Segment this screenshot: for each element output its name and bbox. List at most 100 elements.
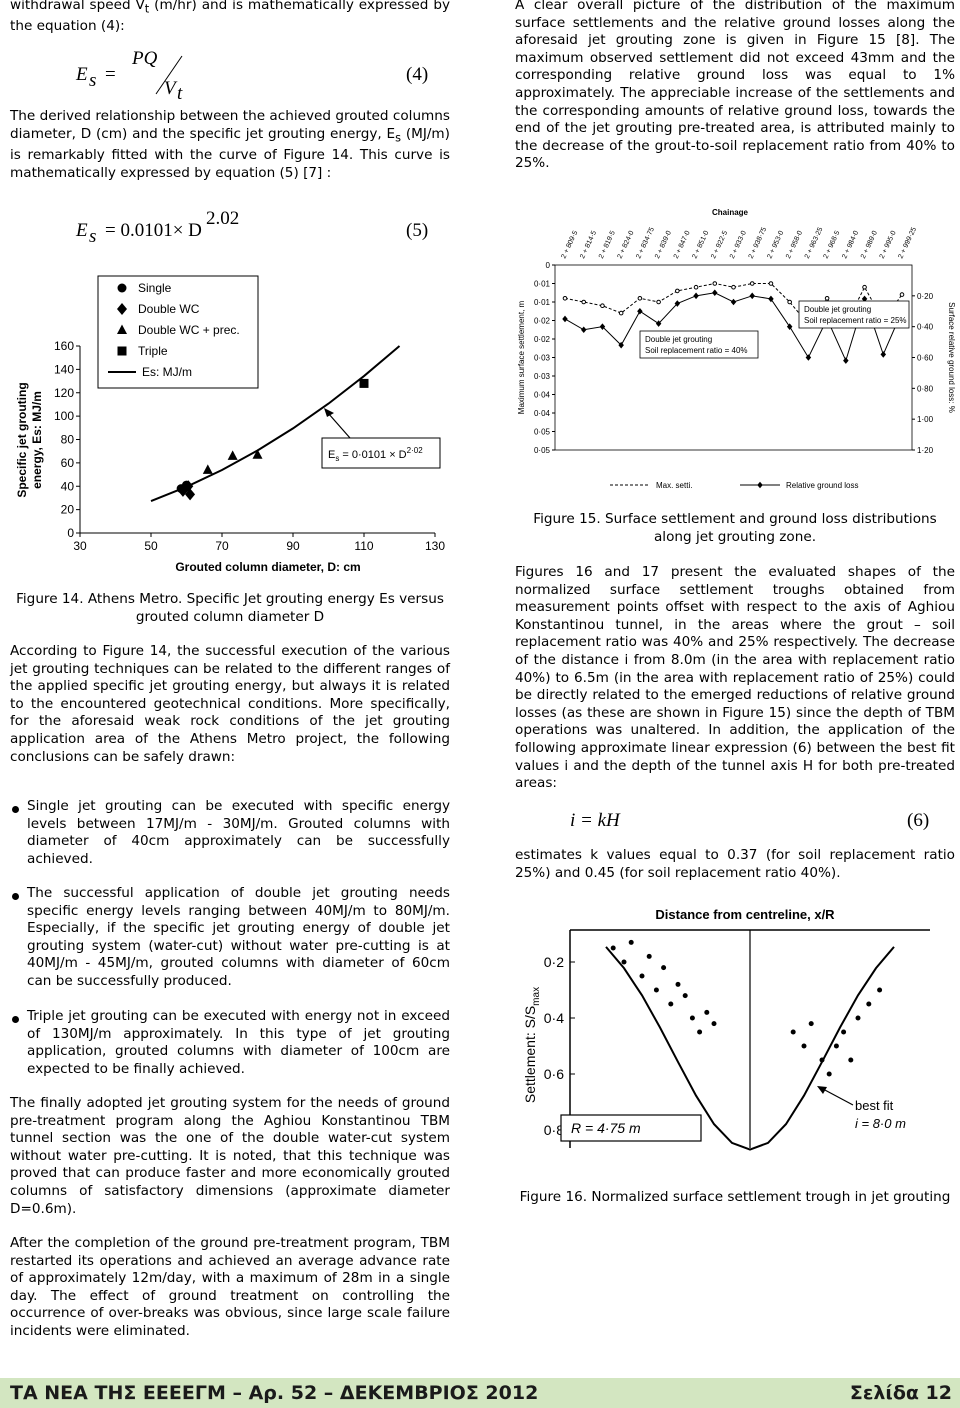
point: [730, 298, 737, 306]
point: [637, 307, 643, 315]
legend-label: Triple: [138, 344, 168, 358]
legend-label: Max. setti.: [656, 481, 692, 490]
y-tick-label: 0·04: [534, 391, 551, 400]
x-tick-label: 50: [144, 539, 158, 553]
point: [674, 300, 681, 307]
eq-number: (6): [907, 810, 929, 831]
legend-label: Relative ground loss: [786, 481, 858, 490]
figure-caption: Figure 16. Normalized surface settlement…: [519, 1189, 951, 1205]
bullet-text: The successful application of double jet…: [27, 885, 450, 989]
point: [600, 303, 605, 308]
x-tick-label: 30: [73, 539, 87, 553]
point: [646, 953, 652, 959]
y-tick-label: 40: [61, 479, 75, 493]
annotation: best fit: [855, 1098, 894, 1113]
y-axis-label-sub: max: [531, 987, 542, 1006]
y-tick-label: 160: [54, 339, 74, 353]
figure-14: 0 20 40 60 80 100 120 140 160 30 50 70 90 110 130 Grout…: [15, 275, 445, 574]
equation: i = kH (6): [570, 810, 929, 831]
x-tick-label: 2 + 814·5: [579, 230, 598, 260]
legend-label: Double WC + prec.: [138, 323, 240, 337]
point: [668, 1001, 674, 1007]
arrow-head: [817, 1086, 827, 1094]
point: [562, 296, 568, 301]
bullet: [12, 806, 19, 813]
paragraph: The derived relationship between the ach…: [10, 108, 450, 182]
y-tick-label: 0·2: [544, 954, 564, 970]
point: [711, 1021, 717, 1027]
point: [731, 284, 736, 290]
y-axis-label: Settlement: S/Smax: [522, 987, 542, 1103]
annotation-arrow: [327, 412, 351, 439]
eq-number: (5): [406, 220, 428, 241]
legend-label: Double WC: [138, 302, 200, 316]
equation: E s = PQ V t (4): [75, 48, 428, 102]
x-tick-label: 2 + 953·0: [766, 230, 785, 260]
point: [185, 488, 196, 501]
y-tick-label: 120: [54, 386, 74, 400]
point: [712, 289, 718, 297]
text: The derived relationship between the ach…: [10, 108, 450, 142]
annotation: i = 8·0 m: [855, 1116, 906, 1131]
point: [581, 299, 587, 305]
fit-curve: [605, 946, 895, 1151]
point: [899, 292, 905, 297]
x-tick-label: 2 + 995·0: [879, 230, 898, 260]
point: [359, 378, 369, 388]
subscript: t: [144, 1, 150, 16]
x-tick-label: 2 + 963·25: [804, 226, 825, 260]
footer-page: Σελίδα 12: [849, 1382, 952, 1404]
fraction-slash: [155, 55, 183, 95]
x-tick-label: 2 + 809·5: [560, 230, 579, 260]
annotation: Double jet grouting: [645, 335, 712, 344]
eq-exponent: 2.02: [206, 208, 239, 229]
point: [866, 1001, 872, 1007]
eq-symbol: E: [75, 220, 88, 241]
text: withdrawal speed V: [10, 0, 145, 13]
y2-tick-label: 1·20: [917, 446, 934, 455]
point: [610, 945, 616, 951]
x-tick-label: 2 + 984·0: [841, 230, 860, 260]
x-tick-label: 130: [425, 539, 445, 553]
x-tick-label: 2 + 958·0: [785, 230, 804, 260]
y2-tick-label: 0·40: [917, 323, 934, 332]
y-tick-label: 0·03: [534, 354, 551, 363]
eq-rhs: = 0.0101× D: [105, 220, 202, 241]
y-axis-label: Specific jet grouting: [15, 382, 29, 497]
point: [862, 284, 867, 290]
paragraph: A clear overall picture of the distribut…: [515, 0, 955, 172]
eq-symbol: E: [75, 64, 88, 85]
point: [252, 449, 263, 459]
point: [618, 341, 624, 349]
point: [639, 973, 645, 979]
point: [843, 357, 849, 364]
y2-tick-label: 0·60: [917, 354, 934, 363]
point: [749, 281, 755, 286]
eq-sign: =: [105, 64, 116, 85]
annotation: R = 4·75 m: [571, 1120, 641, 1136]
y2-axis-label: Surface relative ground loss: %: [947, 302, 955, 413]
point: [656, 299, 661, 305]
point: [880, 351, 887, 358]
point: [562, 315, 568, 323]
point: [841, 1029, 847, 1035]
chart-title: Distance from centreline, x/R: [655, 907, 835, 922]
x-tick-label: 2 + 968·5: [823, 230, 842, 260]
point: [855, 1015, 861, 1021]
eq-subscript: t: [177, 83, 183, 102]
point: [808, 1021, 814, 1027]
x-tick-label: 2 + 834·75: [635, 226, 656, 260]
annotation: Double jet grouting: [804, 305, 871, 314]
y-tick-label: 0·02: [534, 317, 551, 326]
legend-marker: [757, 481, 763, 489]
legend-marker: [117, 283, 127, 293]
point: [653, 987, 659, 993]
y-tick-label: 0·04: [534, 409, 551, 418]
paragraph: withdrawal speed Vt (m/hr) and is mathem…: [10, 0, 450, 36]
y-tick-label: 100: [54, 409, 74, 423]
legend-marker: [117, 324, 127, 334]
legend-marker: [117, 346, 127, 356]
x-tick-label: 2 + 933·0: [729, 230, 748, 260]
x-tick-label: 2 + 989·0: [860, 230, 879, 260]
